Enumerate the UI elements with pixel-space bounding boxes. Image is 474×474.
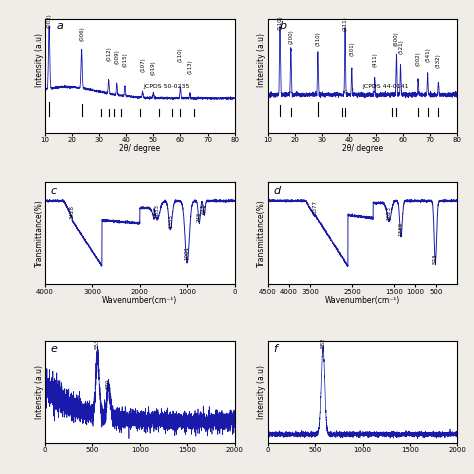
- Text: 1355: 1355: [168, 214, 173, 228]
- X-axis label: Wavenumber(cm⁻¹): Wavenumber(cm⁻¹): [325, 296, 400, 305]
- Text: (019): (019): [151, 60, 156, 74]
- Text: 641: 641: [202, 204, 207, 214]
- Text: 1623: 1623: [386, 206, 392, 220]
- Text: 3428: 3428: [70, 205, 74, 219]
- Text: (003): (003): [46, 13, 52, 27]
- X-axis label: Wavenumber(cm⁻¹): Wavenumber(cm⁻¹): [102, 296, 177, 305]
- Text: (009): (009): [114, 50, 119, 64]
- Text: (310): (310): [315, 32, 320, 46]
- Text: 1633: 1633: [155, 204, 160, 218]
- Text: JCPDS 44-0141: JCPDS 44-0141: [363, 84, 409, 90]
- Text: (107): (107): [140, 57, 145, 72]
- Text: JCPDS 50-0235: JCPDS 50-0235: [144, 84, 190, 90]
- Y-axis label: Intensity (a.u): Intensity (a.u): [35, 365, 44, 419]
- Text: c: c: [51, 185, 57, 196]
- Text: 582: 582: [320, 337, 326, 348]
- Y-axis label: Intensity (a.u): Intensity (a.u): [257, 365, 266, 419]
- Text: 1339: 1339: [399, 222, 403, 236]
- Text: (015): (015): [122, 53, 128, 67]
- Text: 670: 670: [106, 379, 111, 390]
- Text: (211): (211): [343, 17, 347, 31]
- Text: (541): (541): [425, 47, 430, 62]
- Y-axis label: Intensity (a.u): Intensity (a.u): [35, 34, 44, 87]
- X-axis label: 2θ/ degree: 2θ/ degree: [119, 144, 160, 153]
- Text: a: a: [56, 21, 64, 31]
- Text: b: b: [279, 21, 286, 31]
- Y-axis label: Transmittance(%): Transmittance(%): [35, 200, 44, 267]
- Text: e: e: [51, 344, 58, 355]
- Text: (600): (600): [394, 32, 399, 46]
- Text: (301): (301): [349, 42, 354, 56]
- Text: 745: 745: [197, 211, 202, 222]
- Text: (200): (200): [288, 29, 293, 44]
- Y-axis label: Intensity (a.u): Intensity (a.u): [257, 34, 266, 87]
- Text: (006): (006): [79, 26, 84, 41]
- Text: 523: 523: [433, 254, 438, 264]
- Text: (110): (110): [277, 15, 283, 30]
- Text: 553: 553: [95, 339, 100, 349]
- Text: 3377: 3377: [313, 201, 318, 214]
- Text: (411): (411): [372, 53, 377, 67]
- Text: (012): (012): [106, 46, 111, 61]
- X-axis label: 2θ/ degree: 2θ/ degree: [342, 144, 383, 153]
- Text: 1001: 1001: [185, 246, 190, 260]
- Text: (332): (332): [436, 53, 441, 68]
- Text: (002): (002): [416, 51, 420, 66]
- Text: d: d: [273, 185, 281, 196]
- Y-axis label: Transmittance(%): Transmittance(%): [257, 200, 266, 267]
- Text: (521): (521): [398, 39, 403, 54]
- Text: (110): (110): [178, 47, 183, 62]
- Text: f: f: [273, 344, 277, 355]
- Text: (113): (113): [187, 59, 192, 74]
